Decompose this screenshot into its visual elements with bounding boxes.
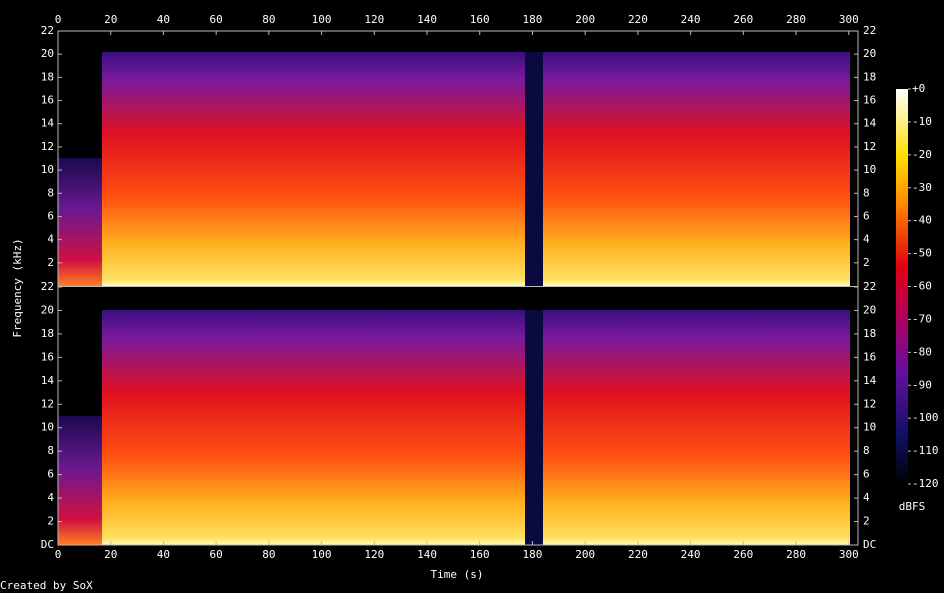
colorbar-label: dBFS — [899, 500, 926, 513]
y-tick-label: 20 — [863, 303, 876, 316]
colorbar-tick-label: -90 — [912, 378, 932, 391]
y-tick-label: 18 — [863, 70, 876, 83]
y-tick-label: DC — [41, 538, 54, 551]
y-tick-label: 18 — [863, 327, 876, 340]
x-tick-label: 280 — [786, 13, 806, 26]
x-tick-label: 200 — [575, 548, 595, 561]
x-tick-label: 240 — [681, 13, 701, 26]
y-tick-label: 12 — [41, 397, 54, 410]
y-tick-label: 6 — [863, 209, 870, 222]
y-tick-label: 4 — [47, 233, 54, 246]
footer: Created by SoX — [0, 579, 93, 592]
x-tick-label: 220 — [628, 13, 648, 26]
y-tick-label: 22 — [863, 24, 876, 37]
x-tick-label: 40 — [157, 13, 170, 26]
x-tick-label: 120 — [364, 13, 384, 26]
x-tick-label: 120 — [364, 548, 384, 561]
x-tick-label: 160 — [470, 13, 490, 26]
x-tick-label: 80 — [262, 548, 275, 561]
x-tick-label: 180 — [523, 548, 543, 561]
y-tick-label: 12 — [41, 140, 54, 153]
x-axis-label: Time (s) — [431, 568, 484, 581]
y-tick-label: 6 — [47, 468, 54, 481]
colorbar-tick-label: -10 — [912, 115, 932, 128]
colorbar-tick-label: -60 — [912, 280, 932, 293]
y-tick-label: 2 — [863, 256, 870, 269]
y-tick-label: 16 — [863, 94, 876, 107]
y-tick-label: 12 — [863, 397, 876, 410]
colorbar-tick-label: -40 — [912, 214, 932, 227]
plot-frame — [57, 30, 859, 546]
x-tick-label: 40 — [157, 548, 170, 561]
colorbar-tick-label: -110 — [912, 444, 939, 457]
x-tick-label: 180 — [523, 13, 543, 26]
x-tick-label: 100 — [312, 548, 332, 561]
y-tick-label: 4 — [863, 491, 870, 504]
spectrogram-image — [58, 31, 858, 545]
y-tick-label: 16 — [41, 94, 54, 107]
y-tick-label: 20 — [863, 47, 876, 60]
y-tick-label: 6 — [47, 209, 54, 222]
colorbar-tick-label: -70 — [912, 312, 932, 325]
y-tick-label: 8 — [47, 444, 54, 457]
y-tick-label: 22 — [41, 24, 54, 37]
x-tick-label: 0 — [55, 13, 62, 26]
x-tick-label: 60 — [210, 548, 223, 561]
colorbar-tick-label: -120 — [912, 477, 939, 490]
x-tick-label: 20 — [104, 13, 117, 26]
y-tick-label: DC — [863, 538, 876, 551]
y-tick-label: 10 — [41, 421, 54, 434]
y-tick-label: 4 — [863, 233, 870, 246]
y-tick-label: 8 — [863, 444, 870, 457]
y-tick-label: 20 — [41, 303, 54, 316]
x-tick-label: 140 — [417, 548, 437, 561]
y-axis-label: Frequency (kHz) — [11, 238, 24, 337]
colorbar-tick-label: -20 — [912, 148, 932, 161]
y-tick-label: 14 — [41, 374, 55, 387]
colorbar — [896, 89, 908, 484]
y-tick-label: 6 — [863, 468, 870, 481]
x-tick-label: 280 — [786, 548, 806, 561]
y-tick-label: 10 — [41, 163, 54, 176]
x-tick-label: 0 — [55, 548, 62, 561]
y-tick-label: 14 — [41, 117, 55, 130]
colorbar-tick-label: -30 — [912, 181, 932, 194]
y-tick-label: 2 — [47, 515, 54, 528]
x-tick-label: 160 — [470, 548, 490, 561]
y-tick-label: 14 — [863, 374, 877, 387]
colorbar-tick-label: +0 — [912, 82, 925, 95]
y-tick-label: 10 — [863, 421, 876, 434]
y-tick-label: 14 — [863, 117, 877, 130]
x-tick-label: 140 — [417, 13, 437, 26]
colorbar-tick-label: -50 — [912, 247, 932, 260]
y-tick-label: 18 — [41, 70, 54, 83]
y-tick-label: 16 — [41, 350, 54, 363]
x-tick-label: 240 — [681, 548, 701, 561]
y-tick-label: 16 — [863, 350, 876, 363]
x-tick-label: 60 — [210, 13, 223, 26]
y-tick-label: 8 — [47, 186, 54, 199]
x-tick-label: 300 — [839, 548, 859, 561]
y-tick-label: 22 — [41, 280, 54, 293]
y-tick-label: 12 — [863, 140, 876, 153]
y-tick-label: 10 — [863, 163, 876, 176]
y-tick-label: 20 — [41, 47, 54, 60]
colorbar-tick-label: -80 — [912, 345, 932, 358]
y-tick-label: 4 — [47, 491, 54, 504]
y-tick-label: 18 — [41, 327, 54, 340]
x-tick-label: 260 — [733, 13, 753, 26]
x-tick-label: 20 — [104, 548, 117, 561]
x-tick-label: 220 — [628, 548, 648, 561]
colorbar-tick-label: -100 — [912, 411, 939, 424]
y-tick-label: 8 — [863, 186, 870, 199]
y-tick-label: 22 — [863, 280, 876, 293]
x-tick-label: 80 — [262, 13, 275, 26]
x-tick-label: 100 — [312, 13, 332, 26]
x-tick-label: 300 — [839, 13, 859, 26]
y-tick-label: 2 — [863, 515, 870, 528]
x-tick-label: 200 — [575, 13, 595, 26]
y-tick-label: 2 — [47, 256, 54, 269]
x-tick-label: 260 — [733, 548, 753, 561]
